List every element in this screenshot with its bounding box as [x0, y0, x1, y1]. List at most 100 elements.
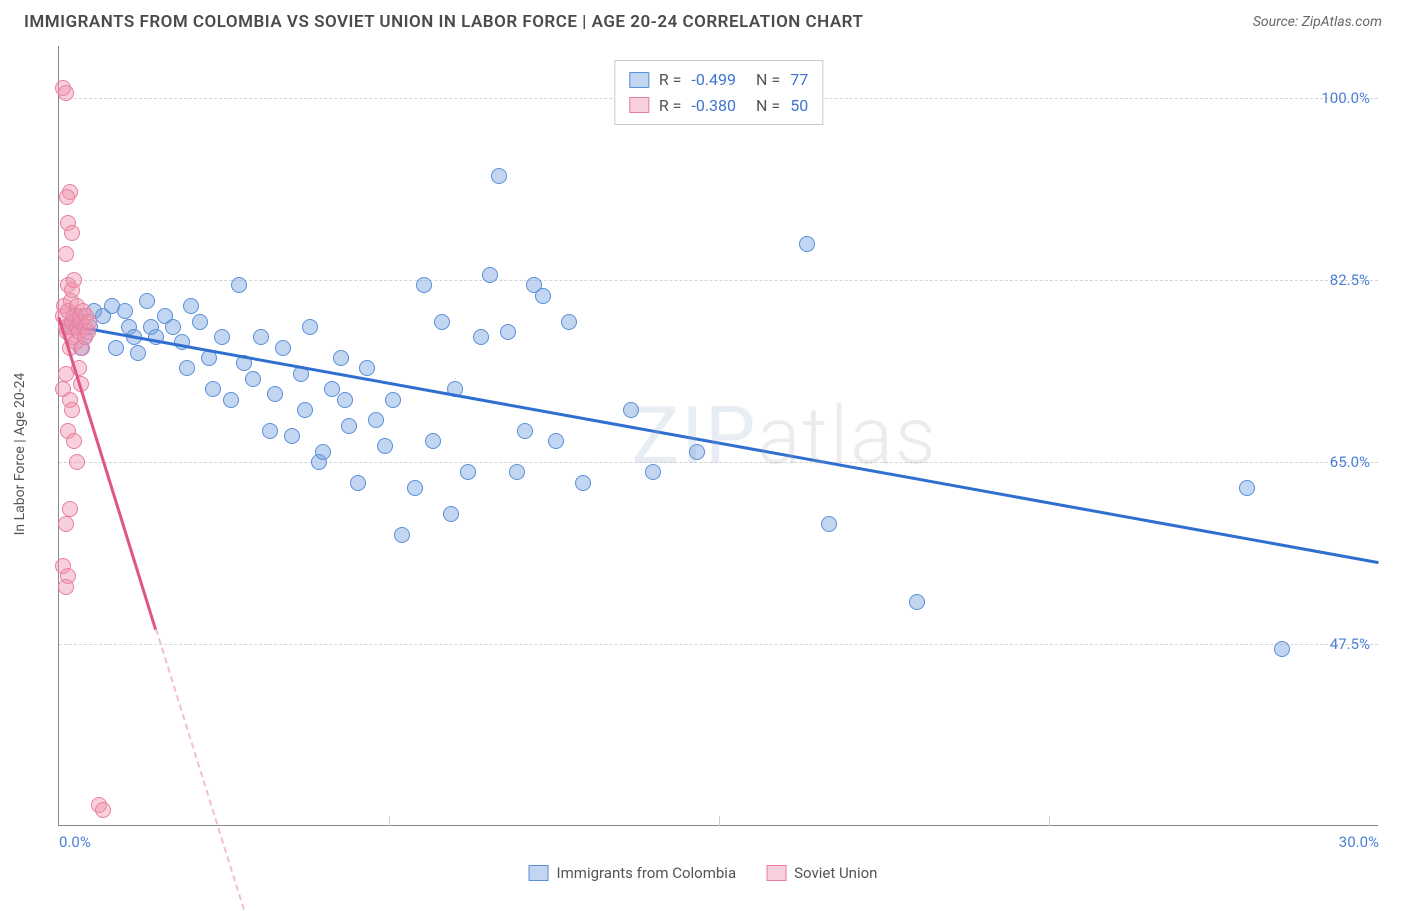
legend-n-label: N = — [756, 93, 780, 119]
x-tick-label: 30.0% — [1339, 833, 1379, 851]
legend-label: Soviet Union — [794, 864, 877, 882]
gridline-v — [389, 816, 390, 826]
data-point — [214, 329, 230, 345]
data-point — [262, 423, 278, 439]
legend-n-label: N = — [756, 67, 780, 93]
data-point — [62, 501, 78, 517]
data-point — [500, 324, 516, 340]
data-point — [64, 402, 80, 418]
data-point — [460, 464, 476, 480]
data-point — [548, 433, 564, 449]
y-tick-label: 65.0% — [1330, 453, 1370, 471]
legend-r-label: R = — [659, 93, 682, 119]
data-point — [368, 412, 384, 428]
data-point — [359, 360, 375, 376]
plot-area: ZIPatlas R =-0.499N =77R =-0.380N =50 47… — [58, 46, 1378, 826]
data-point — [108, 340, 124, 356]
x-tick-label: 0.0% — [59, 833, 91, 851]
data-point — [689, 444, 705, 460]
data-point — [58, 246, 74, 262]
data-point — [81, 314, 97, 330]
legend-label: Immigrants from Colombia — [557, 864, 737, 882]
data-point — [297, 402, 313, 418]
data-point — [69, 454, 85, 470]
data-point — [377, 438, 393, 454]
data-point — [821, 516, 837, 532]
data-point — [482, 267, 498, 283]
data-point — [275, 340, 291, 356]
data-point — [1239, 480, 1255, 496]
data-point — [95, 802, 111, 818]
data-point — [64, 225, 80, 241]
legend-item: Immigrants from Colombia — [529, 864, 737, 882]
data-point — [385, 392, 401, 408]
gridline-h — [59, 280, 1378, 281]
legend-n-value: 77 — [790, 67, 808, 93]
data-point — [473, 329, 489, 345]
data-point — [245, 371, 261, 387]
trend-line — [59, 322, 1379, 564]
data-point — [350, 475, 366, 491]
data-point — [509, 464, 525, 480]
data-point — [183, 298, 199, 314]
data-point — [58, 85, 74, 101]
data-point — [623, 402, 639, 418]
legend-stat-row: R = -0.499 N = 77 — [629, 67, 808, 93]
legend-stat-row: R =-0.380N =50 — [629, 93, 808, 119]
series-legend: Immigrants from Colombia Soviet Union — [529, 864, 878, 882]
data-point — [909, 594, 925, 610]
data-point — [130, 345, 146, 361]
data-point — [315, 444, 331, 460]
y-tick-label: 82.5% — [1330, 271, 1370, 289]
chart-area: ZIPatlas R =-0.499N =77R =-0.380N =50 47… — [58, 46, 1378, 826]
data-point — [165, 319, 181, 335]
data-point — [58, 579, 74, 595]
data-point — [434, 314, 450, 330]
trend-line-extrapolated — [155, 629, 245, 910]
y-axis-label: In Labor Force | Age 20-24 — [12, 373, 28, 536]
legend-r-value: -0.499 — [691, 67, 736, 93]
legend-swatch — [629, 97, 649, 113]
data-point — [443, 506, 459, 522]
data-point — [333, 350, 349, 366]
data-point — [535, 288, 551, 304]
legend-swatch — [629, 72, 649, 88]
legend-item: Soviet Union — [766, 864, 877, 882]
data-point — [302, 319, 318, 335]
y-tick-label: 47.5% — [1330, 635, 1370, 653]
data-point — [416, 277, 432, 293]
data-point — [66, 272, 82, 288]
data-point — [59, 189, 75, 205]
gridline-h — [59, 644, 1378, 645]
data-point — [394, 527, 410, 543]
data-point — [179, 360, 195, 376]
legend-swatch — [766, 865, 786, 881]
data-point — [561, 314, 577, 330]
data-point — [223, 392, 239, 408]
chart-header: IMMIGRANTS FROM COLOMBIA VS SOVIET UNION… — [0, 0, 1406, 40]
data-point — [407, 480, 423, 496]
data-point — [491, 168, 507, 184]
gridline-v — [719, 816, 720, 826]
data-point — [799, 236, 815, 252]
data-point — [645, 464, 661, 480]
data-point — [253, 329, 269, 345]
data-point — [575, 475, 591, 491]
data-point — [58, 516, 74, 532]
data-point — [267, 386, 283, 402]
data-point — [517, 423, 533, 439]
legend-swatch — [529, 865, 549, 881]
chart-source: Source: ZipAtlas.com — [1253, 14, 1382, 30]
chart-title: IMMIGRANTS FROM COLOMBIA VS SOVIET UNION… — [24, 12, 863, 32]
gridline-v — [1049, 816, 1050, 826]
legend-r-label: R = — [659, 67, 682, 93]
data-point — [284, 428, 300, 444]
legend-r-value: -0.380 — [691, 93, 736, 119]
data-point — [231, 277, 247, 293]
data-point — [205, 381, 221, 397]
data-point — [337, 392, 353, 408]
correlation-legend: R =-0.499N =77R =-0.380N =50 — [614, 60, 823, 125]
data-point — [139, 293, 155, 309]
y-tick-label: 100.0% — [1321, 89, 1370, 107]
data-point — [117, 303, 133, 319]
